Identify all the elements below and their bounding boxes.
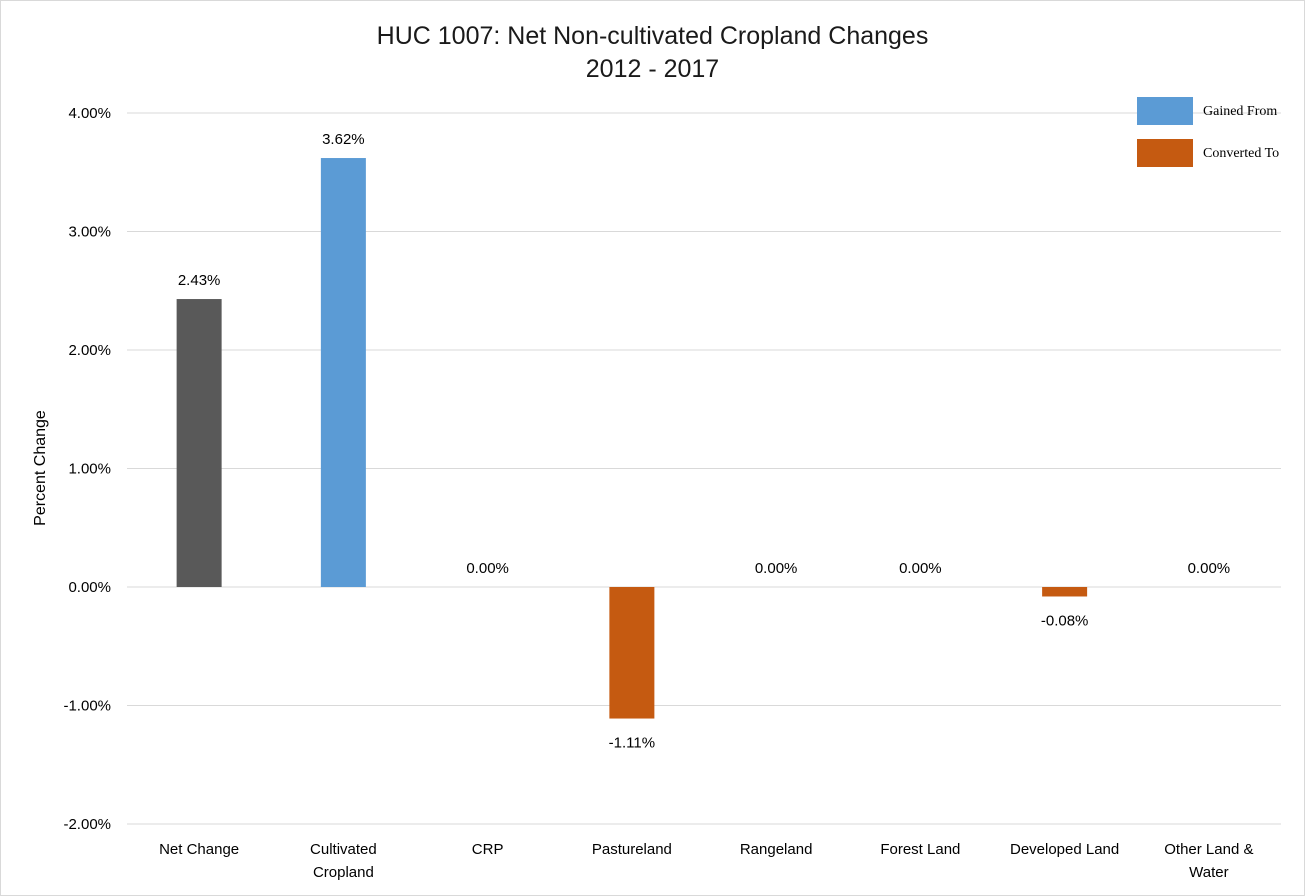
chart-subtitle: 2012 - 2017: [585, 55, 720, 83]
x-tick-label: Rangeland: [740, 841, 813, 858]
y-tick-label: 2.00%: [68, 342, 111, 359]
y-tick-label: 4.00%: [68, 105, 111, 122]
data-label: 0.00%: [1188, 560, 1231, 577]
y-tick-label: 3.00%: [68, 224, 111, 241]
x-tick-label-line: Cropland: [313, 864, 374, 881]
x-tick-label: Developed Land: [1010, 841, 1119, 858]
data-label: 0.00%: [755, 560, 798, 577]
y-tick-label: -1.00%: [63, 698, 111, 715]
x-tick-label: Forest Land: [880, 841, 960, 858]
legend-swatch: [1137, 97, 1193, 125]
x-tick-label-line: Water: [1189, 864, 1228, 881]
data-label: -1.11%: [609, 735, 655, 752]
bars: [176, 158, 1088, 719]
x-tick-label: Pastureland: [592, 841, 672, 858]
legend-label: Converted To: [1203, 146, 1279, 161]
bar: [320, 158, 366, 587]
x-tick-label-line: Rangeland: [740, 841, 813, 858]
x-tick-label-line: Forest Land: [880, 841, 960, 858]
x-tick-label-line: Other Land &: [1164, 841, 1253, 858]
x-tick-label-line: Net Change: [159, 841, 239, 858]
x-tick-label: Other Land & Water: [1164, 841, 1253, 881]
legend-label: Gained From: [1203, 104, 1277, 119]
bar: [1042, 587, 1088, 597]
bar: [609, 587, 655, 719]
data-label: 0.00%: [899, 560, 942, 577]
legend-swatch: [1137, 139, 1193, 167]
x-tick-label: CRP: [472, 841, 504, 858]
chart-title-block: HUC 1007: Net Non-cultivated Cropland Ch…: [0, 20, 1305, 86]
data-label: 2.43%: [178, 272, 221, 289]
x-tick-label-line: Developed Land: [1010, 841, 1119, 858]
x-tick-labels: Net Change Cultivated Cropland CRP Pasturela…: [159, 841, 1253, 881]
data-labels: 2.43% 3.62% 0.00% -1.11% 0.00% 0.00% -0.08% 0.0…: [178, 131, 1230, 752]
x-tick-label: Net Change: [159, 841, 239, 858]
gridlines: [127, 112, 1281, 825]
x-tick-label-line: Cultivated: [310, 841, 377, 858]
data-label: -0.08%: [1041, 612, 1089, 629]
y-tick-label: 1.00%: [68, 461, 111, 478]
chart-title: HUC 1007: Net Non-cultivated Cropland Ch…: [376, 22, 929, 50]
y-tick-labels: 4.00% 3.00% 2.00% 1.00% 0.00% -1.00% -2.00%: [63, 105, 111, 833]
x-tick-label-line: Pastureland: [592, 841, 672, 858]
y-tick-label: 0.00%: [68, 579, 111, 596]
x-tick-label: Cultivated Cropland: [310, 841, 377, 881]
data-label: 3.62%: [322, 131, 365, 148]
bar: [176, 299, 222, 587]
x-tick-label-line: CRP: [472, 841, 504, 858]
data-label: 0.00%: [466, 560, 509, 577]
legend: Gained From Converted To: [1137, 97, 1279, 167]
y-tick-label: -2.00%: [63, 816, 111, 833]
